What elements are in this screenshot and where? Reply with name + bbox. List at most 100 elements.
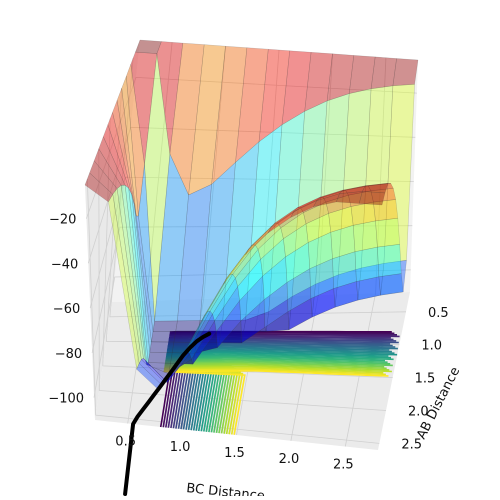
surface-patch [286, 268, 312, 313]
surface-patch [281, 50, 312, 126]
surface-patch [280, 212, 307, 240]
x-tick-label: 1.0 [170, 440, 191, 455]
surface-patch [348, 55, 376, 94]
surface-patch [144, 53, 171, 322]
y-tick-label: 1.5 [415, 372, 436, 387]
contour-line [168, 337, 394, 429]
contour-set [159, 330, 400, 435]
surface-patch [370, 56, 397, 90]
surface-patch [152, 320, 178, 332]
surface-patch [134, 204, 152, 353]
surface-patch [354, 246, 380, 282]
surface-patch [293, 196, 321, 212]
surface-patch [291, 100, 328, 297]
surface-patch [285, 242, 311, 283]
surface-patch [257, 227, 284, 260]
surface-patch [243, 311, 270, 332]
axes-gridlines [86, 42, 417, 447]
surface-patch [151, 331, 176, 343]
surface-patch [112, 99, 135, 205]
surface-patch [265, 296, 293, 332]
y-tick-label: 1.0 [421, 339, 442, 354]
surface-patch [312, 193, 340, 208]
surface-patch [216, 300, 242, 349]
surface-patch [245, 124, 283, 321]
surface-patch [260, 238, 286, 277]
surface-patch [93, 148, 122, 189]
surface-patch [154, 153, 189, 322]
surface-patch [112, 187, 142, 365]
surface-patch [98, 136, 126, 186]
surface-patch [212, 277, 238, 322]
surface-patch [198, 320, 224, 332]
surface-patch [241, 327, 267, 344]
surface-patch [370, 188, 397, 203]
surface-patch [220, 319, 246, 332]
surface-patch [380, 260, 407, 296]
surface-patch [273, 207, 302, 224]
surface-patch [240, 299, 266, 344]
surface-patch [194, 342, 220, 354]
surface-patch [192, 330, 218, 365]
surface-patch [334, 267, 362, 308]
contour-line [163, 368, 386, 435]
surface-patch [283, 223, 309, 258]
x-tick-label: 1.5 [224, 446, 245, 461]
surface-patch [237, 258, 263, 302]
surface-patch [130, 51, 158, 165]
surface-patch [378, 273, 404, 296]
contour-line [159, 330, 392, 428]
surface-patch [201, 278, 227, 322]
surface-patch [277, 207, 304, 229]
surface-patch [188, 44, 226, 196]
z-tick-label: −40 [51, 257, 78, 272]
surface-patch [239, 275, 265, 322]
surface-patch [297, 196, 324, 208]
surface-patch [326, 53, 355, 102]
surface-patch [348, 190, 374, 207]
surface-patch [149, 341, 175, 353]
gridline-z [89, 176, 414, 309]
contour-line [168, 338, 397, 429]
surface-patch [383, 84, 415, 264]
z-tick-label: −60 [53, 302, 80, 317]
x-axis-label: BC Distance [186, 481, 266, 496]
surface-patch [304, 52, 333, 112]
contour-line [165, 333, 397, 428]
surface-patch [303, 201, 329, 225]
surface-patch [268, 110, 305, 313]
surface-patch [116, 88, 137, 217]
surface-patch [310, 288, 336, 318]
surface-patch [332, 251, 357, 289]
surface-patch [338, 185, 366, 195]
surface-patch [319, 189, 346, 198]
surface-patch [328, 206, 354, 233]
pane-back [112, 40, 418, 302]
surface-patch [290, 200, 318, 219]
surface-patch [103, 123, 130, 189]
y-tick-label: 2.5 [401, 437, 422, 452]
surface-patch [169, 42, 205, 196]
surface-patch [367, 183, 394, 192]
surface-patch [315, 93, 350, 285]
gridline-z [93, 269, 411, 398]
z-tick-label: −100 [48, 392, 84, 407]
surface-patch [357, 263, 385, 301]
z-tick-label: −80 [55, 347, 82, 362]
surface-patch [262, 256, 288, 301]
surface-patch [330, 224, 356, 260]
surface-patch [248, 223, 275, 249]
gridline-z [87, 126, 416, 264]
surface-patch [342, 185, 369, 191]
surface-patch [120, 184, 146, 361]
surface-patch [392, 58, 419, 87]
surface-patch [345, 185, 372, 196]
surface-patch [373, 199, 399, 222]
contour-line [168, 335, 391, 429]
trajectory-line [123, 331, 212, 496]
surface-patch [168, 358, 194, 375]
trajectory-layer [123, 331, 212, 496]
contour-line [167, 334, 400, 428]
